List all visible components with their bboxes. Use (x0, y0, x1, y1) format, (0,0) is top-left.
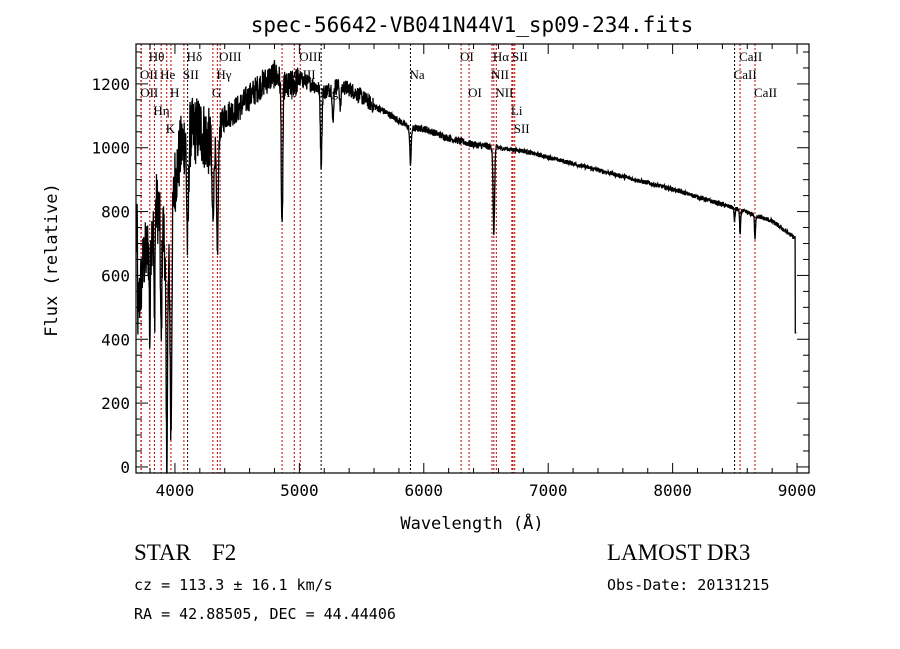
line-label: OIII (219, 49, 241, 64)
line-label: CaII (754, 85, 777, 100)
x-tick-label: 8000 (653, 481, 692, 500)
y-tick-label: 800 (101, 203, 130, 222)
line-label: He (160, 67, 175, 82)
line-label: G (212, 85, 221, 100)
line-labels: OII OII Hθ Hη He K H SII Hδ G Hγ OIII Hβ OIII OIII Mg Na… (140, 49, 777, 136)
line-label: SII (183, 67, 199, 82)
line-label: Mg (320, 85, 339, 100)
coordinates: RA = 42.88505, DEC = 44.44406 (134, 605, 396, 623)
line-label: NII (491, 67, 509, 82)
line-label: OI (468, 85, 482, 100)
line-label: H (170, 85, 179, 100)
line-label: K (166, 121, 176, 136)
line-label: Hγ (216, 67, 231, 82)
chart-title: spec-56642-VB041N44V1_sp09-234.fits (251, 13, 694, 37)
line-label: Hδ (187, 49, 203, 64)
x-tick-label: 4000 (156, 481, 195, 500)
line-label: Hα (493, 49, 509, 64)
survey-name: LAMOST DR3 (607, 540, 750, 565)
x-axis-label: Wavelength (Å) (400, 512, 543, 534)
y-tick-label: 200 (101, 394, 130, 413)
line-label: NII (495, 85, 513, 100)
line-label: OIII (299, 49, 321, 64)
line-label: Li (511, 103, 523, 118)
y-axis-label: Flux (relative) (42, 183, 62, 337)
spectrum (135, 59, 797, 474)
line-label: OII (140, 67, 158, 82)
y-tick-label: 1200 (91, 75, 130, 94)
y-tick-label: 400 (101, 330, 130, 349)
object-type: STAR (134, 540, 192, 565)
y-tick-label: 0 (120, 458, 130, 477)
line-label: Na (409, 67, 424, 82)
y-tick-label: 600 (101, 266, 130, 285)
line-label: OIII (293, 67, 315, 82)
line-label: OI (460, 49, 474, 64)
line-label: Hη (153, 103, 169, 118)
redshift-cz: cz = 113.3 ± 16.1 km/s (134, 576, 333, 594)
subclass: F2 (212, 540, 236, 565)
line-label: CaII (734, 67, 757, 82)
x-tick-label: 7000 (529, 481, 568, 500)
x-tick-label: 5000 (280, 481, 319, 500)
line-label: OII (140, 85, 158, 100)
plot-frame (135, 43, 810, 474)
line-label: SII (514, 121, 530, 136)
y-tick-label: 1000 (91, 139, 130, 158)
x-tick-label: 6000 (405, 481, 444, 500)
obs-date: Obs-Date: 20131215 (607, 576, 770, 594)
line-label: CaII (739, 49, 762, 64)
axes: 4000 5000 6000 7000 8000 9000 0 200 400 600 800 100… (91, 43, 817, 500)
x-tick-label: 9000 (778, 481, 817, 500)
line-label: Hθ (149, 49, 165, 64)
spectrum-line (135, 59, 797, 474)
line-label: SII (512, 49, 528, 64)
line-label: Hβ (281, 85, 297, 100)
